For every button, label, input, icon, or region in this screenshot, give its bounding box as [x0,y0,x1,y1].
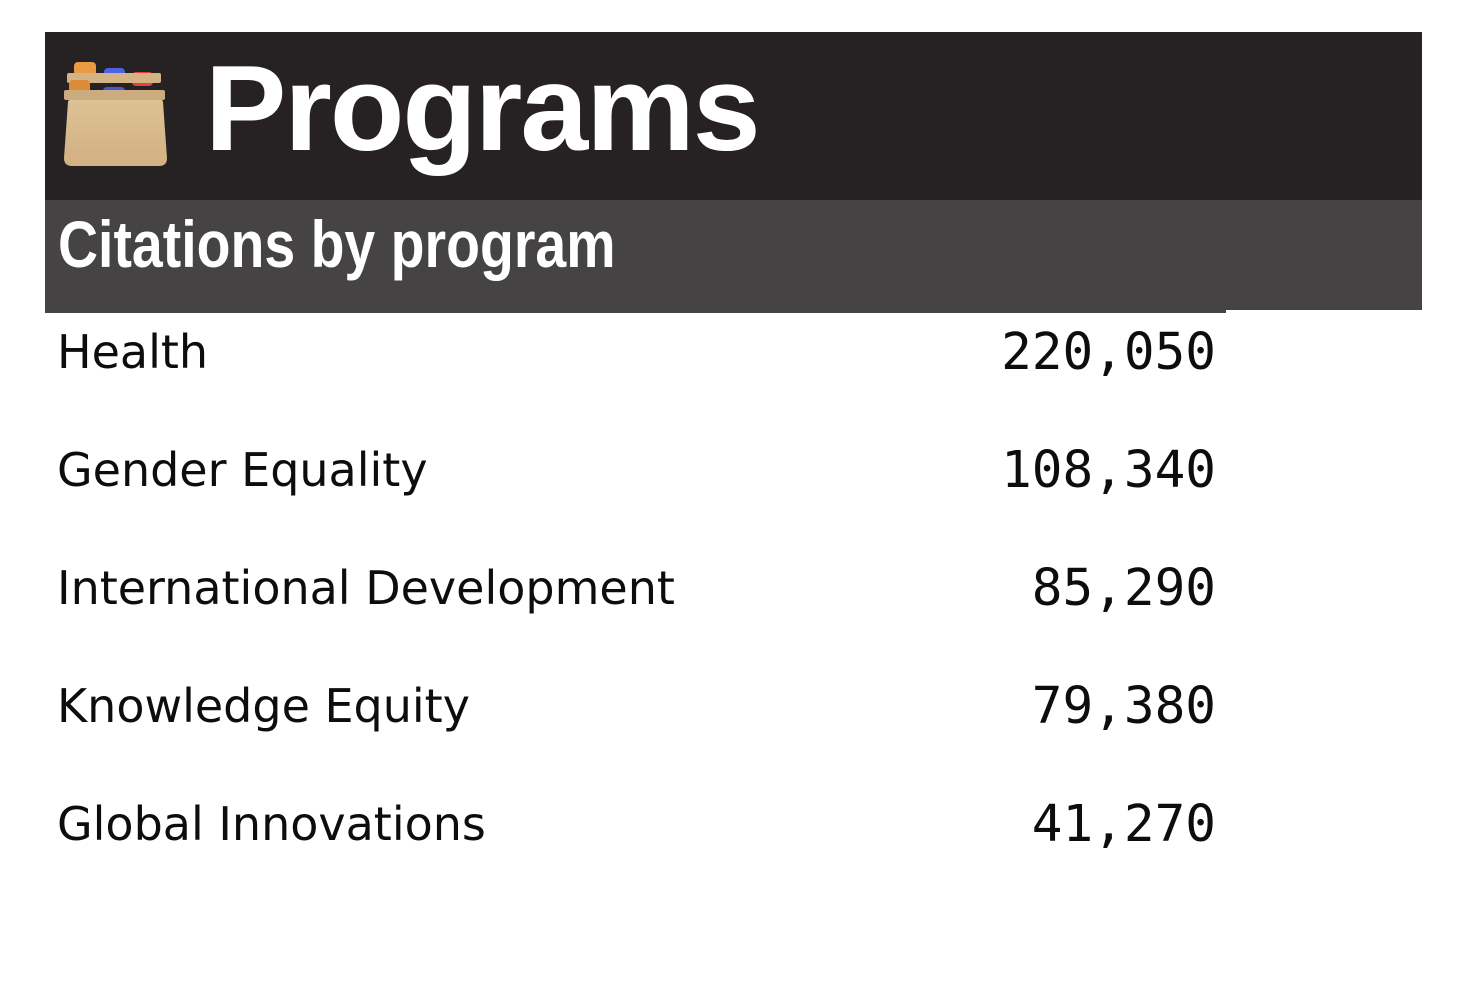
widget-header: Programs [45,32,1422,200]
card-index-dividers-icon [62,62,169,170]
table-row: Knowledge Equity 79,380 [45,647,1216,765]
citations-table: Health 220,050 Gender Equality 108,340 I… [45,293,1226,883]
table-row: Health 220,050 [45,293,1216,411]
widget-subheader: Citations by program [45,200,1422,310]
program-label: Health [57,325,209,379]
citations-value: 79,380 [1031,676,1216,736]
program-label: International Development [57,561,675,615]
citations-value: 108,340 [1001,440,1216,500]
citations-value: 85,290 [1031,558,1216,618]
program-label: Gender Equality [57,443,428,497]
citations-value: 41,270 [1031,794,1216,854]
program-label: Global Innovations [57,797,486,851]
table-row: Gender Equality 108,340 [45,411,1216,529]
citations-value: 220,050 [1001,322,1216,382]
widget-title: Programs [205,40,761,176]
programs-widget: Programs Citations by program Health 220… [45,32,1422,883]
widget-subtitle: Citations by program [58,207,616,281]
table-row: Global Innovations 41,270 [45,765,1216,883]
table-row: International Development 85,290 [45,529,1216,647]
table-top-border [45,310,1226,313]
program-label: Knowledge Equity [57,679,470,733]
